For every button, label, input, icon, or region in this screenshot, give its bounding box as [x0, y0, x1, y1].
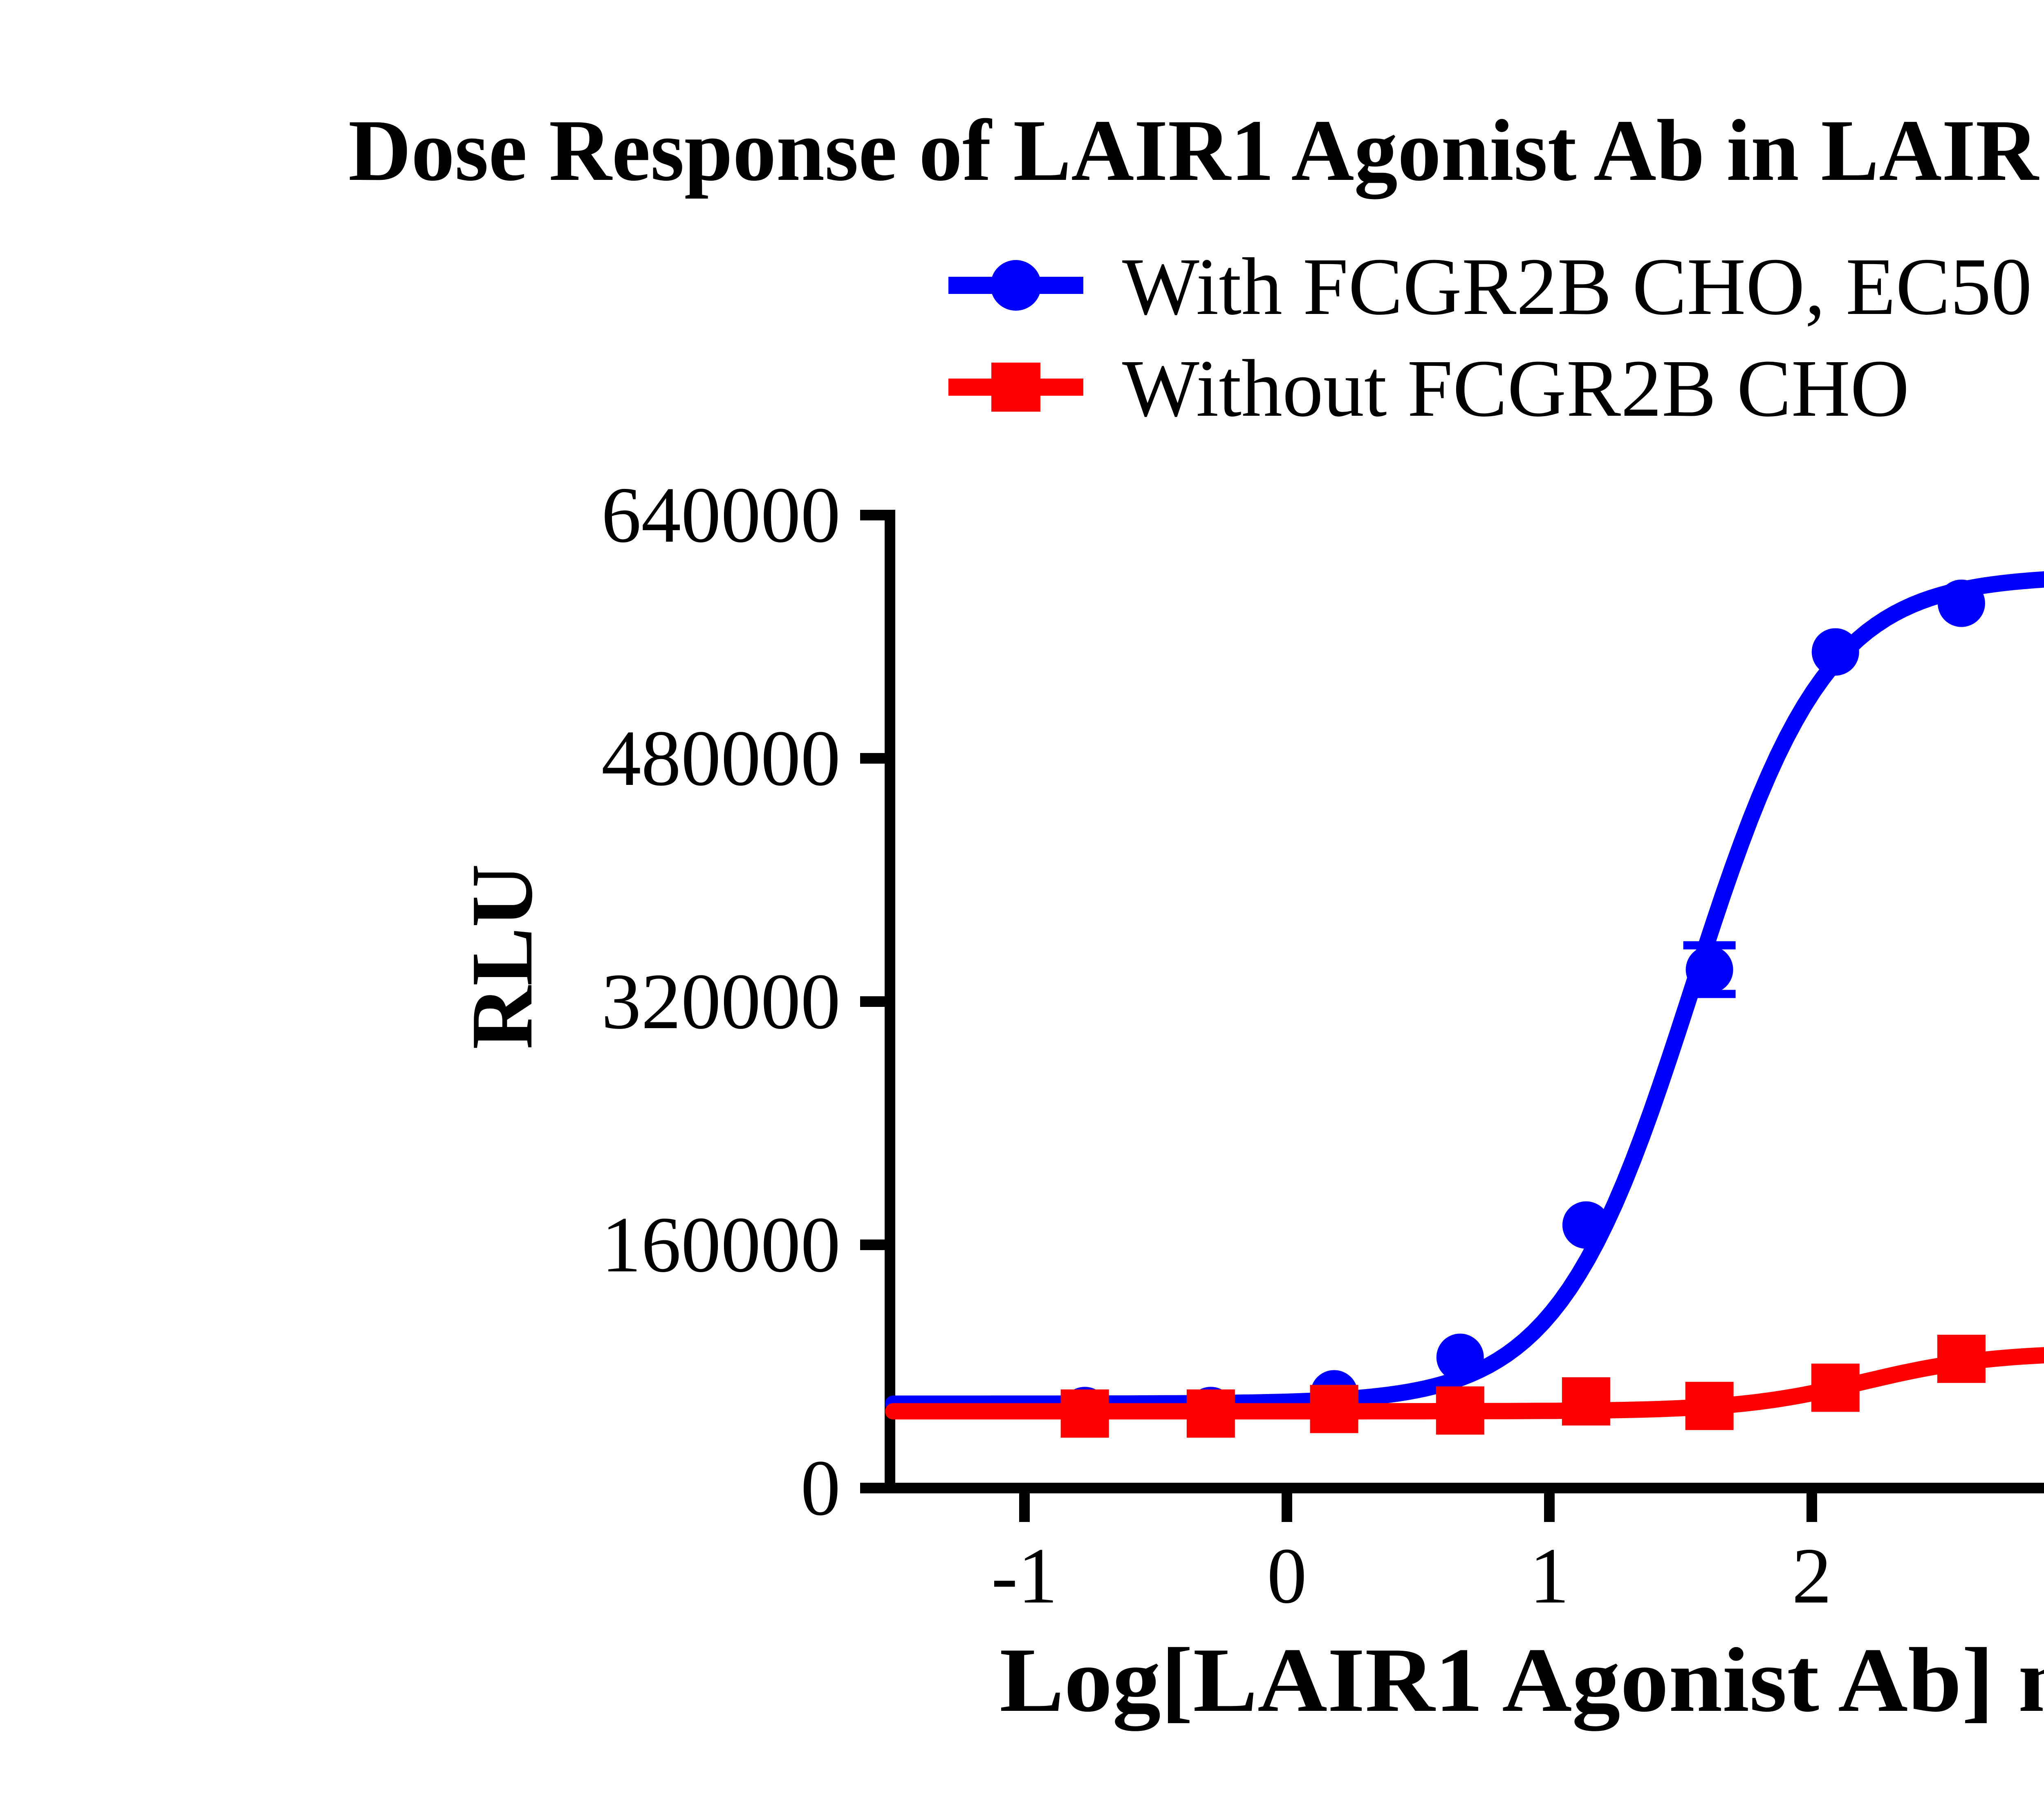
legend: With FCGR2B CHO, EC50 = 34.9 ng/ml Witho… [948, 242, 2044, 434]
x-tick-label: 0 [1267, 1532, 1307, 1620]
dose-response-curve-square [885, 1347, 2044, 1420]
legend-label-with-fcgr2b: With FCGR2B CHO, EC50 = 34.9 ng/ml [1122, 242, 2044, 332]
y-tick-label: 320000 [601, 957, 840, 1046]
data-point-square [1436, 1386, 1484, 1435]
data-point-square [1310, 1385, 1358, 1433]
data-point-circle [1937, 579, 1985, 627]
y-tick-label: 0 [801, 1444, 841, 1532]
data-point-circle [1562, 1201, 1610, 1249]
x-axis-title: Log[LAIR1 Agonist Ab] ng/ml [1000, 1629, 2044, 1731]
y-tick-label: 160000 [601, 1201, 840, 1289]
dose-response-curve-circle [885, 571, 2044, 1412]
data-point-square [1060, 1389, 1109, 1438]
data-point-square [1186, 1389, 1235, 1438]
x-tick-label: 2 [1792, 1532, 1832, 1620]
y-tick-label: 480000 [601, 714, 840, 802]
legend-marker-square-icon [991, 363, 1040, 412]
y-axis-title: RLU [453, 864, 551, 1049]
data-point-square [1937, 1334, 1986, 1383]
legend-label-without-fcgr2b: Without FCGR2B CHO [1122, 343, 1910, 434]
data-point-circle [1436, 1334, 1484, 1381]
data-point-square [1562, 1377, 1610, 1426]
data-point-circle [1811, 628, 1859, 676]
legend-item-with-fcgr2b: With FCGR2B CHO, EC50 = 34.9 ng/ml [948, 242, 2044, 332]
data-point-square [1685, 1382, 1734, 1430]
data-point-square [1811, 1363, 1860, 1412]
legend-item-without-fcgr2b: Without FCGR2B CHO [948, 343, 1910, 434]
x-tick-label: -1 [991, 1532, 1058, 1620]
legend-marker-circle-icon [991, 260, 1041, 311]
plot-area: -1012340160000320000480000640000 [601, 471, 2044, 1620]
data-point-circle [1685, 946, 1733, 993]
x-tick-label: 1 [1529, 1532, 1569, 1620]
y-tick-label: 640000 [601, 471, 840, 559]
chart-title: Dose Response of LAIR1 Agonist Ab in LAI… [348, 101, 2044, 199]
